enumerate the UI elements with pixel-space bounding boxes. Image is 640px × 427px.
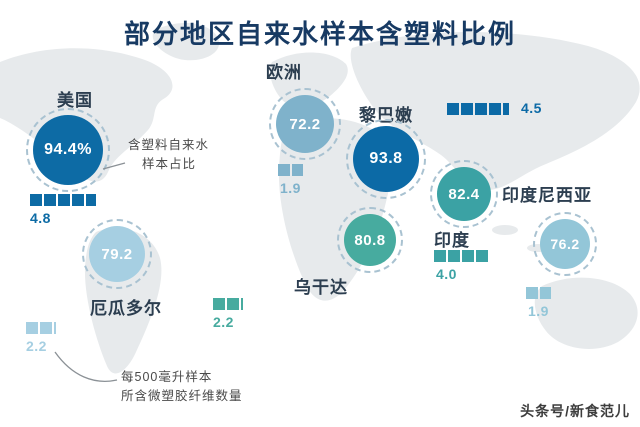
fiber-bars-india — [434, 250, 488, 262]
bubble-europe: 72.2 — [269, 88, 341, 160]
bubble-value-lebanon: 93.8 — [353, 126, 419, 192]
region-label-india: 印度 — [434, 231, 470, 250]
fiber-value-uganda: 2.2 — [213, 314, 234, 330]
fiber-bars-uganda — [213, 298, 243, 310]
region-label-europe: 欧洲 — [266, 63, 302, 82]
watermark-credit: 头条号/新食范儿 — [520, 403, 630, 419]
circle-legend-note: 含塑料自来水 样本占比 — [128, 136, 209, 175]
fiber-value-europe: 1.9 — [280, 180, 301, 196]
bubble-ecuador: 79.2 — [82, 219, 152, 289]
fiber-bars-usa — [30, 194, 96, 206]
bar-legend-note: 每500毫升样本 所含微塑胶纤维数量 — [121, 368, 243, 407]
note-line: 所含微塑胶纤维数量 — [121, 389, 243, 404]
bubble-usa: 94.4% — [26, 108, 110, 192]
fiber-value-lebanon: 4.5 — [521, 100, 542, 116]
region-label-usa: 美国 — [57, 91, 93, 110]
region-label-indonesia: 印度尼西亚 — [502, 186, 592, 205]
fiber-value-ecuador: 2.2 — [26, 338, 47, 354]
note-line: 样本占比 — [142, 157, 197, 172]
fiber-value-indonesia: 1.9 — [528, 303, 549, 319]
region-label-uganda: 乌干达 — [294, 278, 348, 297]
chart-title: 部分地区自来水样本含塑料比例 — [123, 19, 516, 49]
note-line: 含塑料自来水 — [128, 138, 210, 152]
bubble-value-ecuador: 79.2 — [89, 226, 145, 282]
fiber-bars-lebanon — [447, 103, 509, 115]
note-line: 每500毫升样本 — [121, 370, 213, 384]
bubble-lebanon: 93.8 — [346, 119, 426, 199]
fiber-value-usa: 4.8 — [30, 210, 51, 226]
bubble-value-usa: 94.4% — [33, 115, 103, 185]
bubble-value-europe: 72.2 — [276, 95, 334, 153]
fiber-bars-europe — [278, 164, 303, 176]
fiber-bars-ecuador — [26, 322, 56, 334]
bubble-uganda: 80.8 — [337, 207, 403, 273]
bubble-value-indonesia: 76.2 — [540, 219, 590, 269]
bubble-indonesia: 76.2 — [533, 212, 597, 276]
bubble-value-uganda: 80.8 — [344, 214, 396, 266]
region-label-ecuador: 厄瓜多尔 — [90, 299, 162, 318]
fiber-value-india: 4.0 — [436, 266, 457, 282]
fiber-bars-indonesia — [526, 287, 551, 299]
bubble-india: 82.4 — [430, 160, 498, 228]
bubble-value-india: 82.4 — [437, 167, 491, 221]
